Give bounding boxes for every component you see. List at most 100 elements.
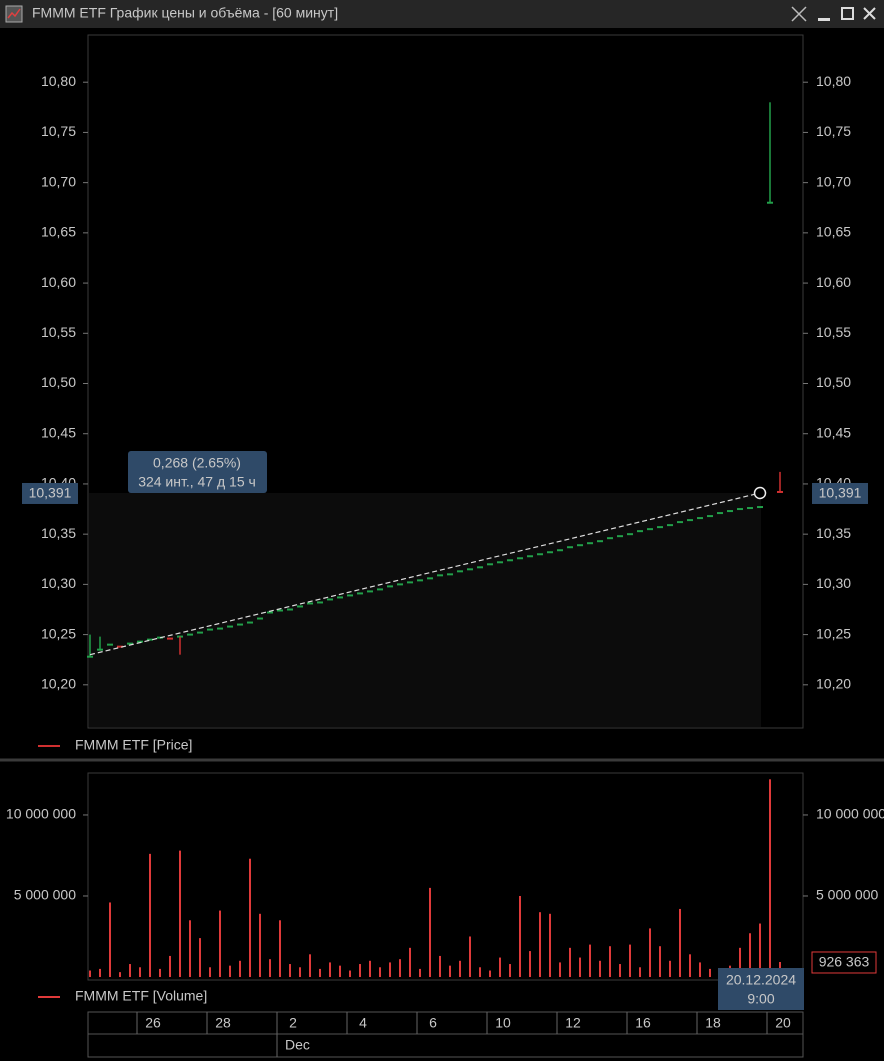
volume-bar bbox=[559, 962, 561, 977]
x-tick-label: 6 bbox=[429, 1015, 437, 1031]
volume-bar bbox=[149, 853, 151, 977]
volume-bar bbox=[199, 938, 201, 977]
y-tick-label: 10,20 bbox=[816, 676, 851, 692]
x-tick-label: 28 bbox=[215, 1015, 231, 1031]
volume-bar bbox=[89, 970, 91, 977]
volume-bar bbox=[669, 960, 671, 977]
volume-bar bbox=[319, 968, 321, 977]
close-button[interactable] bbox=[863, 7, 876, 20]
y-tick-label: 10,20 bbox=[41, 676, 76, 692]
y-tick-label: 5 000 000 bbox=[816, 887, 878, 903]
y-tick-label: 10,70 bbox=[41, 173, 76, 189]
y-tick-label: 10,35 bbox=[816, 525, 851, 541]
trend-line bbox=[89, 492, 761, 656]
volume-bar bbox=[309, 954, 311, 977]
x-tick-label: 2 bbox=[289, 1015, 297, 1031]
y-tick-label: 10,35 bbox=[41, 525, 76, 541]
x-axis-months bbox=[87, 1033, 804, 1058]
app-icon-glyph bbox=[7, 8, 21, 19]
volume-bar bbox=[709, 968, 711, 977]
price-shade bbox=[89, 492, 761, 727]
volume-bar bbox=[409, 947, 411, 977]
x-tick-label: 10 bbox=[495, 1015, 511, 1031]
y-tick-label: 10,30 bbox=[41, 575, 76, 591]
volume-bar bbox=[99, 968, 101, 977]
volume-bar bbox=[359, 964, 361, 977]
y-tick-label: 10,55 bbox=[816, 324, 851, 340]
volume-bar bbox=[329, 962, 331, 977]
volume-bar bbox=[169, 955, 171, 977]
cursor-label: 20.12.2024 bbox=[726, 972, 796, 988]
y-tick-label: 10,80 bbox=[41, 73, 76, 89]
volume-bar bbox=[539, 912, 541, 977]
window-controls[interactable] bbox=[791, 6, 876, 22]
y-tick-label: 10 000 000 bbox=[6, 806, 76, 822]
volume-bar bbox=[249, 858, 251, 977]
volume-bar bbox=[629, 944, 631, 977]
window-title: FMMM ETF График цены и объёма - [60 мину… bbox=[32, 5, 338, 21]
volume-bar bbox=[239, 960, 241, 977]
volume-bar bbox=[529, 951, 531, 977]
measure-label: 0,268 (2.65%) bbox=[153, 455, 241, 471]
y-tick-label: 10,60 bbox=[41, 274, 76, 290]
minimize-button[interactable] bbox=[818, 18, 830, 21]
volume-bar bbox=[259, 913, 261, 977]
volume-bar bbox=[339, 965, 341, 977]
volume-bar bbox=[399, 959, 401, 977]
maximize-button[interactable] bbox=[841, 7, 854, 20]
volume-bar bbox=[689, 954, 691, 977]
volume-bar bbox=[279, 920, 281, 977]
volume-bar bbox=[589, 944, 591, 977]
volume-bar bbox=[739, 947, 741, 977]
y-tick-label: 10,30 bbox=[816, 575, 851, 591]
y-tick-label: 10,45 bbox=[816, 424, 851, 440]
y-tick-label: 10,70 bbox=[816, 173, 851, 189]
volume-bar bbox=[209, 967, 211, 977]
volume-bar bbox=[579, 957, 581, 977]
last-price-label: 10,391 bbox=[29, 485, 72, 501]
volume-bar bbox=[609, 946, 611, 977]
measure-label: 324 инт., 47 д 15 ч bbox=[138, 474, 256, 490]
y-tick-label: 10,25 bbox=[816, 625, 851, 641]
volume-bar bbox=[369, 960, 371, 977]
volume-bar bbox=[679, 908, 681, 977]
volume-bar bbox=[449, 965, 451, 977]
volume-bar bbox=[119, 972, 121, 977]
y-tick-label: 10,25 bbox=[41, 625, 76, 641]
y-tick-label: 10,50 bbox=[816, 374, 851, 390]
y-tick-label: 10,75 bbox=[41, 123, 76, 139]
y-tick-label: 10,55 bbox=[41, 324, 76, 340]
volume-bar bbox=[599, 960, 601, 977]
volume-bar bbox=[769, 779, 771, 977]
x-tick-label: 12 bbox=[565, 1015, 581, 1031]
volume-bar bbox=[749, 933, 751, 977]
x-tick-label: 18 bbox=[705, 1015, 721, 1031]
last-price-box bbox=[812, 482, 868, 504]
volume-bar bbox=[269, 959, 271, 977]
volume-bar bbox=[419, 968, 421, 977]
x-tick-label: 26 bbox=[145, 1015, 161, 1031]
volume-bar bbox=[349, 970, 351, 977]
y-tick-label: 10 000 000 bbox=[816, 806, 884, 822]
volume-bar bbox=[389, 962, 391, 977]
y-tick-label: 10,65 bbox=[41, 224, 76, 240]
volume-bar bbox=[139, 967, 141, 977]
volume-bar bbox=[189, 920, 191, 977]
y-tick-label: 10,75 bbox=[816, 123, 851, 139]
volume-bar bbox=[499, 957, 501, 977]
volume-bar bbox=[229, 965, 231, 977]
y-tick-label: 10,60 bbox=[816, 274, 851, 290]
volume-bar bbox=[619, 964, 621, 977]
volume-bar bbox=[289, 964, 291, 977]
volume-bar bbox=[549, 913, 551, 977]
last-volume-label: 926 363 bbox=[819, 954, 870, 970]
volume-bar bbox=[489, 970, 491, 977]
volume-bar bbox=[179, 850, 181, 977]
volume-bar bbox=[219, 910, 221, 977]
volume-bar bbox=[159, 968, 161, 977]
pin-button[interactable] bbox=[791, 6, 807, 22]
volume-bar bbox=[429, 887, 431, 977]
volume-bar bbox=[109, 902, 111, 977]
